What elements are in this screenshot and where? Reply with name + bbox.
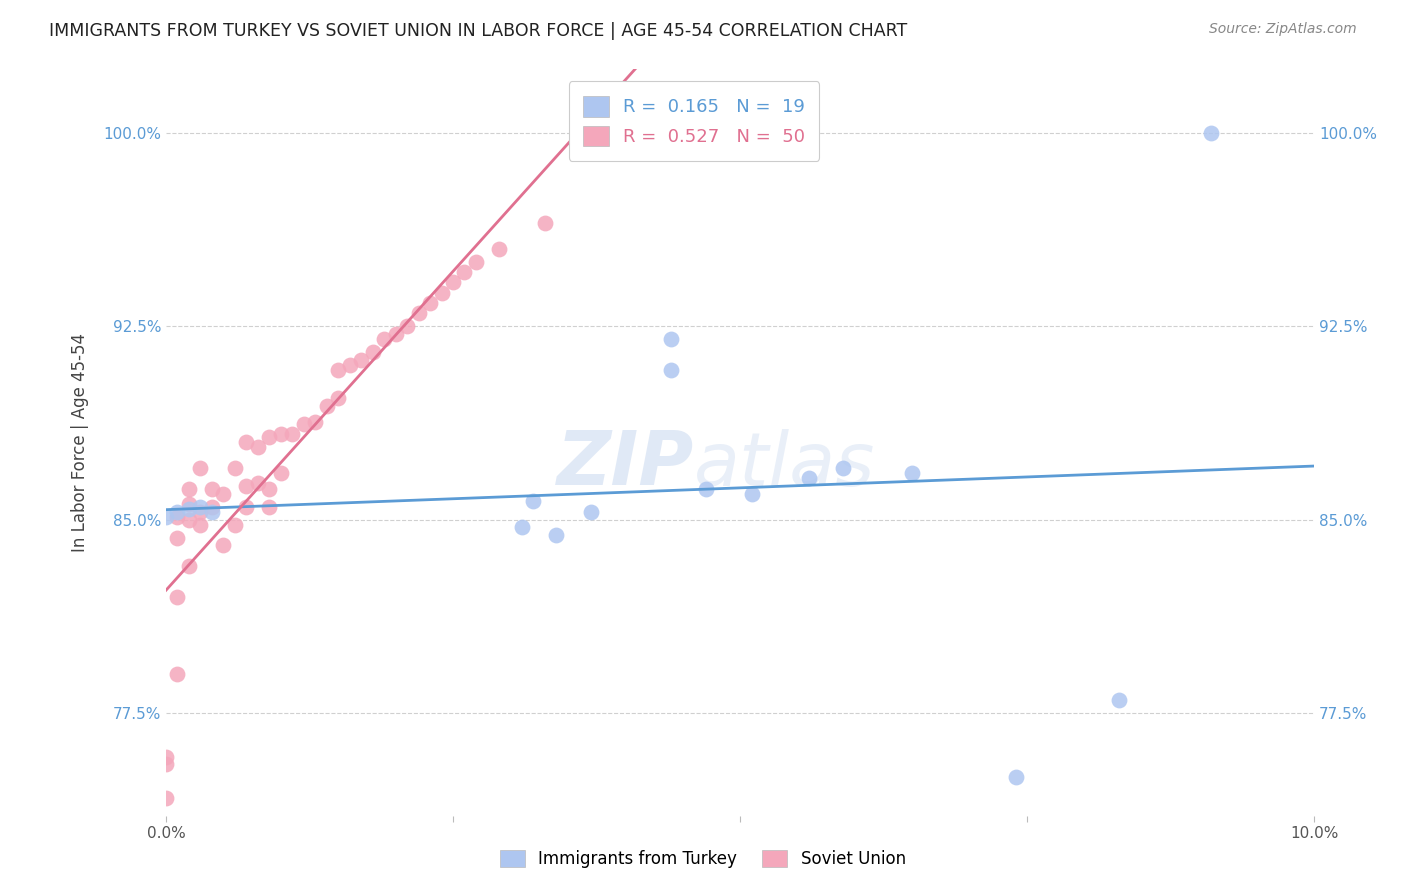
Point: [546, 528, 568, 542]
Point: [328, 363, 350, 377]
Point: [259, 482, 281, 496]
Point: [832, 461, 855, 475]
Point: [155, 757, 177, 772]
Legend: Immigrants from Turkey, Soviet Union: Immigrants from Turkey, Soviet Union: [494, 843, 912, 875]
Legend: R =  0.165   N =  19, R =  0.527   N =  50: R = 0.165 N = 19, R = 0.527 N = 50: [569, 81, 820, 161]
Point: [190, 517, 212, 532]
Point: [259, 500, 281, 514]
Point: [224, 461, 246, 475]
Point: [177, 512, 200, 526]
Point: [1004, 770, 1026, 784]
Point: [235, 500, 257, 514]
Point: [522, 494, 544, 508]
Text: Source: ZipAtlas.com: Source: ZipAtlas.com: [1209, 22, 1357, 37]
Point: [201, 505, 224, 519]
Point: [155, 790, 177, 805]
Point: [190, 505, 212, 519]
Text: IMMIGRANTS FROM TURKEY VS SOVIET UNION IN LABOR FORCE | AGE 45-54 CORRELATION CH: IMMIGRANTS FROM TURKEY VS SOVIET UNION I…: [49, 22, 907, 40]
Point: [246, 441, 269, 455]
Point: [315, 399, 337, 413]
Point: [190, 461, 212, 475]
Point: [166, 505, 188, 519]
Point: [224, 517, 246, 532]
Point: [177, 502, 200, 516]
Point: [155, 510, 177, 524]
Point: [201, 500, 224, 514]
Point: [339, 358, 361, 372]
Point: [281, 427, 304, 442]
Point: [235, 479, 257, 493]
Y-axis label: In Labor Force | Age 45-54: In Labor Force | Age 45-54: [72, 333, 89, 552]
Point: [534, 216, 557, 230]
Point: [659, 332, 682, 346]
Point: [396, 319, 419, 334]
Point: [177, 558, 200, 573]
Point: [212, 538, 235, 552]
Text: atlas: atlas: [695, 429, 876, 500]
Point: [1199, 126, 1222, 140]
Point: [235, 435, 257, 450]
Point: [384, 326, 406, 341]
Point: [361, 345, 384, 359]
Point: [350, 352, 373, 367]
Point: [453, 265, 475, 279]
Point: [901, 466, 924, 480]
Point: [488, 242, 510, 256]
Point: [246, 476, 269, 491]
Point: [304, 415, 326, 429]
Point: [328, 392, 350, 406]
Point: [292, 417, 315, 432]
Point: [441, 276, 464, 290]
Point: [579, 505, 602, 519]
Point: [270, 466, 292, 480]
Point: [270, 427, 292, 442]
Point: [166, 667, 188, 681]
Point: [259, 430, 281, 444]
Point: [177, 482, 200, 496]
Point: [166, 510, 188, 524]
Point: [212, 487, 235, 501]
Point: [155, 749, 177, 764]
Point: [201, 482, 224, 496]
Text: ZIP: ZIP: [557, 428, 695, 501]
Point: [797, 471, 820, 485]
Point: [166, 590, 188, 604]
Point: [190, 500, 212, 514]
Point: [408, 306, 430, 320]
Point: [465, 255, 488, 269]
Point: [741, 487, 763, 501]
Point: [166, 531, 188, 545]
Point: [430, 285, 453, 300]
Point: [177, 497, 200, 511]
Point: [510, 520, 533, 534]
Point: [419, 296, 441, 310]
Point: [373, 332, 395, 346]
Point: [1108, 693, 1130, 707]
Point: [659, 363, 682, 377]
Point: [695, 482, 717, 496]
